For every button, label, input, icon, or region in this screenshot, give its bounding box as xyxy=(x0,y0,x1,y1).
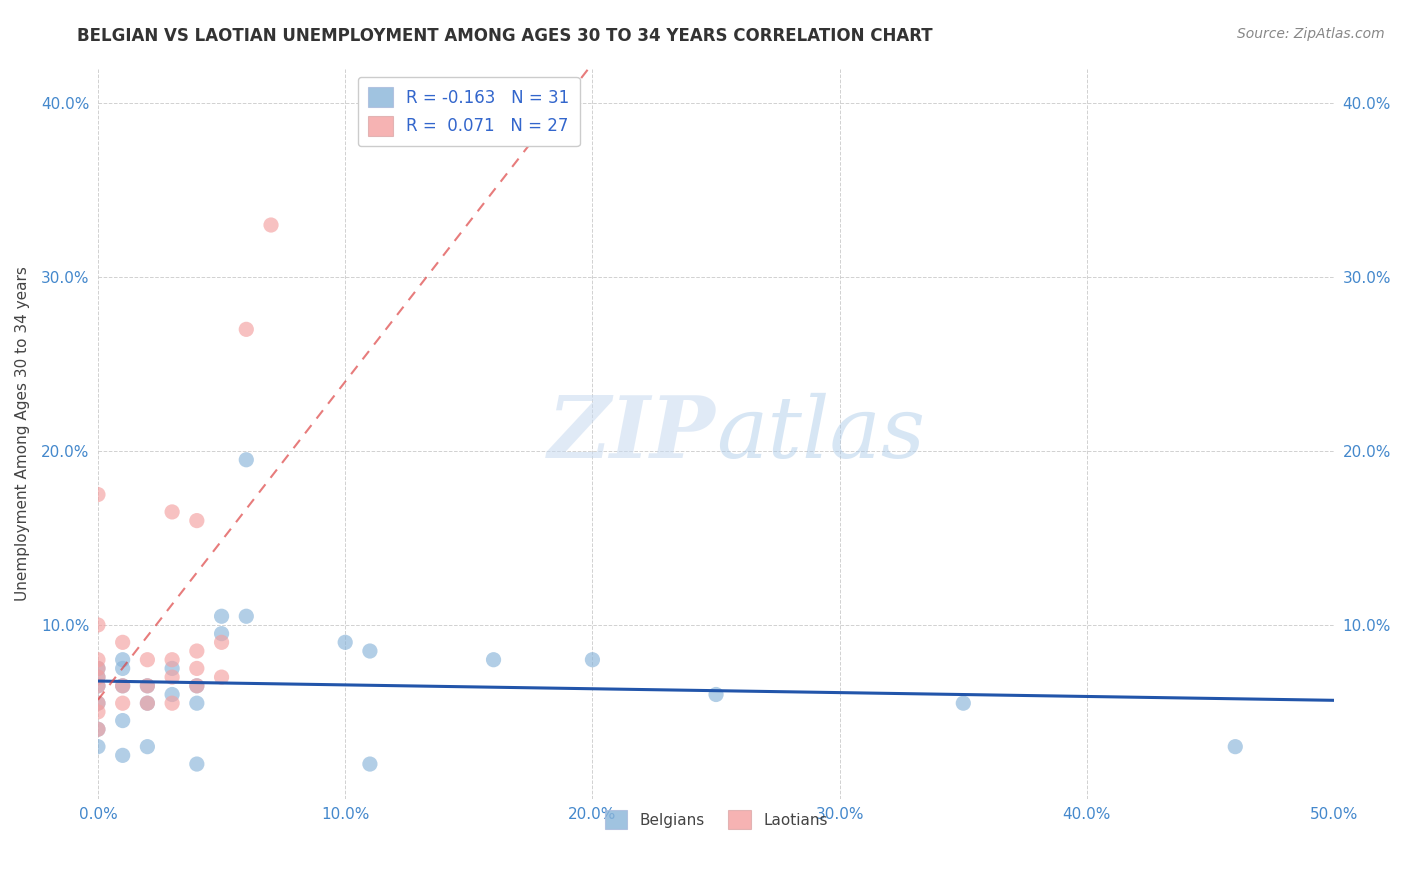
Point xyxy=(87,661,110,675)
Point xyxy=(160,653,183,667)
Point xyxy=(136,739,159,754)
Point xyxy=(160,696,183,710)
Point xyxy=(136,696,159,710)
Point xyxy=(136,679,159,693)
Point xyxy=(111,679,134,693)
Point xyxy=(186,679,208,693)
Text: BELGIAN VS LAOTIAN UNEMPLOYMENT AMONG AGES 30 TO 34 YEARS CORRELATION CHART: BELGIAN VS LAOTIAN UNEMPLOYMENT AMONG AG… xyxy=(77,27,934,45)
Point xyxy=(186,661,208,675)
Point xyxy=(186,757,208,772)
Point xyxy=(359,757,381,772)
Point xyxy=(359,644,381,658)
Point xyxy=(136,696,159,710)
Text: atlas: atlas xyxy=(716,392,925,475)
Point xyxy=(235,322,257,336)
Point xyxy=(87,670,110,684)
Point xyxy=(111,679,134,693)
Point xyxy=(211,635,233,649)
Text: Source: ZipAtlas.com: Source: ZipAtlas.com xyxy=(1237,27,1385,41)
Point xyxy=(186,679,208,693)
Point xyxy=(87,661,110,675)
Point xyxy=(87,618,110,632)
Point xyxy=(111,653,134,667)
Point xyxy=(211,609,233,624)
Point xyxy=(111,714,134,728)
Point xyxy=(160,661,183,675)
Point xyxy=(87,705,110,719)
Point xyxy=(111,661,134,675)
Point xyxy=(704,688,727,702)
Point xyxy=(335,635,357,649)
Point xyxy=(160,505,183,519)
Point xyxy=(235,452,257,467)
Point xyxy=(211,626,233,640)
Point xyxy=(87,653,110,667)
Point xyxy=(160,670,183,684)
Point xyxy=(1225,739,1247,754)
Point xyxy=(111,696,134,710)
Point xyxy=(87,696,110,710)
Point xyxy=(87,679,110,693)
Text: ZIP: ZIP xyxy=(548,392,716,475)
Legend: Belgians, Laotians: Belgians, Laotians xyxy=(599,805,834,835)
Y-axis label: Unemployment Among Ages 30 to 34 years: Unemployment Among Ages 30 to 34 years xyxy=(15,266,30,601)
Point xyxy=(136,653,159,667)
Point xyxy=(581,653,603,667)
Point xyxy=(87,670,110,684)
Point xyxy=(87,487,110,501)
Point xyxy=(87,679,110,693)
Point xyxy=(260,218,283,232)
Point xyxy=(186,644,208,658)
Point xyxy=(87,723,110,737)
Point xyxy=(87,696,110,710)
Point xyxy=(952,696,974,710)
Point xyxy=(482,653,505,667)
Point xyxy=(87,739,110,754)
Point xyxy=(87,723,110,737)
Point xyxy=(136,679,159,693)
Point xyxy=(211,670,233,684)
Point xyxy=(111,635,134,649)
Point xyxy=(186,514,208,528)
Point xyxy=(111,748,134,763)
Point xyxy=(160,688,183,702)
Point xyxy=(235,609,257,624)
Point xyxy=(186,696,208,710)
